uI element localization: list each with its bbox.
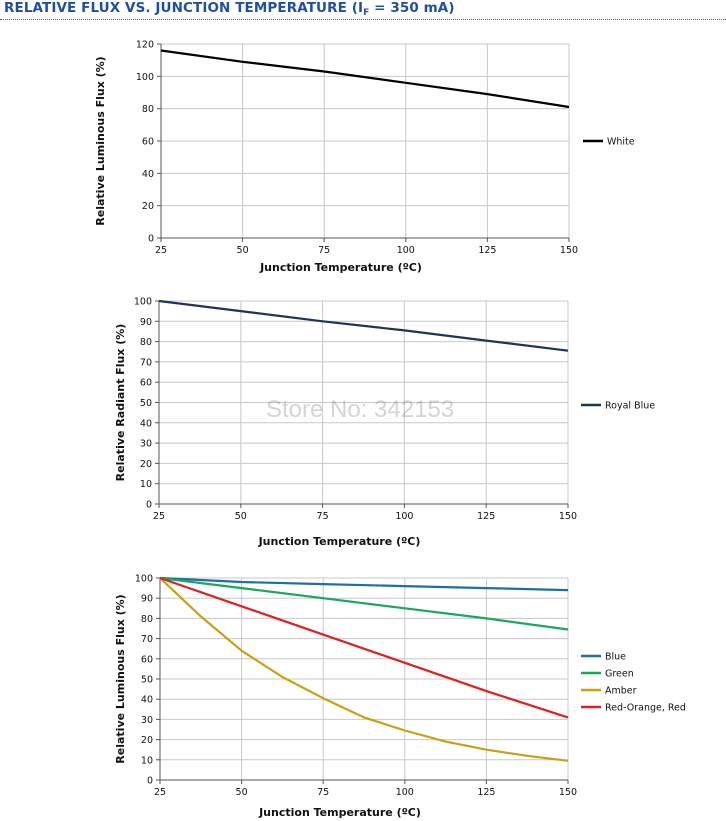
x-tick-label: 100 bbox=[395, 511, 413, 522]
y-tick-label: 0 bbox=[148, 234, 154, 245]
x-axis-title: Junction Temperature (ºC) bbox=[258, 806, 421, 819]
x-tick-label: 25 bbox=[154, 787, 166, 798]
title-subscript: F bbox=[363, 8, 370, 18]
legend-label: Amber bbox=[605, 686, 637, 697]
y-tick-label: 20 bbox=[141, 735, 153, 746]
x-tick-label: 50 bbox=[237, 245, 249, 256]
y-tick-label: 90 bbox=[140, 317, 152, 328]
x-tick-label: 50 bbox=[235, 511, 247, 522]
y-tick-label: 60 bbox=[141, 654, 153, 665]
y-tick-label: 10 bbox=[140, 479, 152, 490]
x-tick-label: 125 bbox=[478, 245, 496, 256]
y-tick-label: 60 bbox=[140, 378, 152, 389]
series-line-amber bbox=[159, 577, 569, 762]
x-axis-title: Junction Temperature (ºC) bbox=[259, 261, 422, 274]
y-tick-label: 40 bbox=[142, 169, 154, 180]
title-divider bbox=[0, 19, 726, 20]
y-axis-title: Relative Radiant Flux (%) bbox=[114, 324, 127, 482]
legend-label: Blue bbox=[605, 652, 626, 663]
y-tick-label: 0 bbox=[146, 500, 152, 511]
y-tick-label: 30 bbox=[141, 715, 153, 726]
series-line-green bbox=[159, 576, 569, 631]
x-axis-title: Junction Temperature (ºC) bbox=[258, 535, 421, 548]
x-tick-label: 25 bbox=[153, 511, 165, 522]
x-tick-label: 150 bbox=[560, 245, 578, 256]
y-tick-label: 30 bbox=[140, 439, 152, 450]
page-title: RELATIVE FLUX VS. JUNCTION TEMPERATURE (… bbox=[4, 0, 455, 18]
title-suffix: = 350 mA) bbox=[369, 0, 455, 16]
y-tick-label: 10 bbox=[141, 755, 153, 766]
x-tick-label: 75 bbox=[317, 787, 329, 798]
y-tick-label: 100 bbox=[136, 72, 154, 83]
y-tick-label: 90 bbox=[141, 594, 153, 605]
y-tick-label: 20 bbox=[142, 201, 154, 212]
series-line-white bbox=[160, 49, 570, 109]
legend-label: Green bbox=[605, 669, 634, 680]
x-tick-label: 125 bbox=[477, 511, 495, 522]
x-tick-label: 75 bbox=[318, 245, 330, 256]
y-tick-label: 100 bbox=[135, 574, 153, 585]
series-line-royal-blue bbox=[158, 299, 569, 352]
y-tick-label: 80 bbox=[141, 614, 153, 625]
legend-label: Red-Orange, Red bbox=[605, 703, 686, 714]
x-tick-label: 50 bbox=[236, 787, 248, 798]
y-tick-label: 40 bbox=[141, 695, 153, 706]
y-axis-title: Relative Luminous Flux (%) bbox=[94, 56, 107, 225]
series-line-red-orange-red bbox=[159, 576, 569, 719]
x-tick-label: 150 bbox=[559, 511, 577, 522]
x-tick-label: 100 bbox=[397, 245, 415, 256]
series-line-blue bbox=[159, 576, 569, 592]
y-tick-label: 50 bbox=[140, 398, 152, 409]
y-tick-label: 80 bbox=[142, 104, 154, 115]
y-tick-label: 120 bbox=[136, 40, 154, 51]
legend-label: White bbox=[607, 137, 635, 148]
y-tick-label: 20 bbox=[140, 459, 152, 470]
y-tick-label: 0 bbox=[147, 776, 153, 787]
x-tick-label: 125 bbox=[477, 787, 495, 798]
y-tick-label: 80 bbox=[140, 337, 152, 348]
y-tick-label: 70 bbox=[141, 634, 153, 645]
watermark-text: Store No: 342153 bbox=[266, 396, 455, 423]
x-tick-label: 75 bbox=[317, 511, 329, 522]
y-tick-label: 100 bbox=[134, 297, 152, 308]
title-prefix: RELATIVE FLUX VS. JUNCTION TEMPERATURE (… bbox=[4, 0, 364, 16]
y-tick-label: 50 bbox=[141, 675, 153, 686]
x-tick-label: 25 bbox=[155, 245, 167, 256]
legend-label: Royal Blue bbox=[605, 401, 655, 412]
x-tick-label: 100 bbox=[396, 787, 414, 798]
y-tick-label: 70 bbox=[140, 357, 152, 368]
y-tick-label: 40 bbox=[140, 418, 152, 429]
y-axis-title: Relative Luminous Flux (%) bbox=[114, 594, 127, 763]
x-tick-label: 150 bbox=[559, 787, 577, 798]
y-tick-label: 60 bbox=[142, 137, 154, 148]
